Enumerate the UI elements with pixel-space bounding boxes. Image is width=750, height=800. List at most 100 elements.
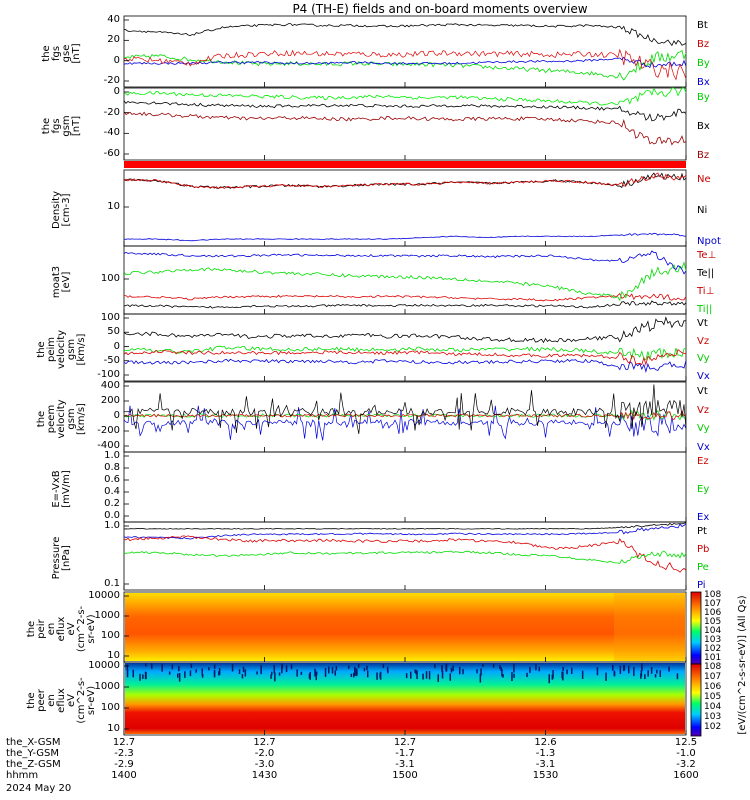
spectro-speck [623, 665, 625, 672]
legend-entry: Bt [697, 20, 708, 31]
series-ni [123, 172, 687, 189]
spectro-speck [335, 666, 338, 671]
spectro-speck [242, 666, 245, 673]
spectro-speck [628, 665, 630, 674]
ytick-label: 10 [107, 201, 120, 212]
panel-frame-6 [123, 451, 687, 523]
spectro-speck [218, 667, 221, 676]
spectro-speck [647, 670, 649, 677]
legend-entry: Vt [697, 318, 708, 329]
spectro-speck [285, 665, 288, 673]
spectro-speck [668, 666, 670, 672]
spectro-speck [218, 671, 220, 676]
spectro-speck [178, 673, 181, 682]
spectro-speck [551, 674, 554, 680]
spectro-speck [441, 665, 443, 671]
spectro-speck [499, 665, 501, 669]
spectro-speck [145, 672, 147, 680]
ylabel-panel-4: the peim velocity gsm [km/s] [36, 316, 87, 383]
spectro-speck [348, 665, 350, 669]
xaxis-value: -2.0 [254, 748, 275, 759]
spectro-speck [382, 664, 385, 669]
ytick-label: 1000 [94, 610, 120, 621]
colorbar-tick: 101 [704, 653, 722, 663]
spectro-speck [482, 663, 484, 667]
spectro-speck [244, 669, 247, 677]
spectro-speck [513, 663, 515, 673]
spectro-speck [386, 666, 389, 672]
spectro-speck [416, 670, 418, 680]
ytick-label: 100 [100, 273, 120, 284]
spectro-speck [434, 664, 436, 669]
ytick-label: -200 [97, 425, 120, 436]
ylabel-line: [cm-3] [61, 193, 72, 227]
spectro-speck [363, 667, 366, 672]
legend-entry: Ne [697, 174, 711, 185]
spectro-speck [612, 664, 614, 671]
ylabel-line: [nT] [71, 43, 82, 64]
ytick-label: 1.0 [104, 520, 120, 531]
series-pt [123, 522, 687, 530]
spectro-speck [273, 665, 275, 674]
legend-entry: Pe [697, 562, 709, 573]
spectro-speck [315, 671, 317, 681]
spectro-speck [492, 663, 495, 668]
spectro-speck [561, 671, 563, 679]
ytick-label: 1000 [94, 681, 120, 692]
spectro-speck [132, 669, 134, 678]
series-by-gsm [123, 87, 687, 106]
ytick-label: 10 [107, 650, 120, 661]
series-ti-perp [123, 292, 687, 302]
series-pi [123, 523, 687, 540]
spectro-speck [462, 668, 464, 675]
legend-entry: Ey [697, 484, 710, 495]
colorbar-tick: 103 [704, 635, 722, 645]
xaxis-value: -1.7 [395, 748, 415, 759]
spectro-speck [151, 663, 153, 669]
legend-entry: Npot [697, 236, 721, 247]
xaxis-row-label: the_Z-GSM [6, 759, 61, 770]
legend-entry: Vt [697, 386, 708, 397]
series-bz-gsm [123, 111, 687, 146]
spectro-speck [195, 669, 197, 673]
spectro-speck [171, 664, 174, 670]
spectro-speck [308, 673, 311, 679]
ytick-label: 0.1 [104, 578, 120, 589]
ylabel-panel-2: Density [cm-3] [51, 172, 72, 248]
ylabel-panel-6: E=-VxB [mV/m] [51, 454, 72, 524]
spectro-speck [379, 672, 381, 679]
spectro-speck [535, 663, 537, 671]
spectro-speck [314, 668, 316, 677]
xaxis-value: -3.1 [395, 759, 415, 770]
ytick-label: 0.2 [104, 498, 120, 509]
ylabel-panel-5: the peem velocity gsm [km/s] [36, 384, 87, 454]
spectro-speck [640, 670, 643, 677]
panel-frame-7 [123, 521, 687, 591]
ytick-label: -40 [103, 127, 120, 139]
page-title: P4 (TH-E) fields and on-board moments ov… [292, 2, 588, 16]
spectro-speck [500, 667, 502, 671]
legend-entry: Te⊥ [697, 250, 717, 261]
spectro-speck [479, 673, 482, 683]
colorbar-tick: 108 [704, 590, 722, 600]
spectro-speck [501, 669, 503, 677]
spectro-speck [437, 674, 439, 682]
ytick-label: 50 [107, 326, 120, 338]
spectro-speck [367, 670, 369, 678]
series-vt [123, 316, 687, 344]
spectro-speck [445, 665, 447, 671]
series-vy [123, 345, 687, 361]
spectro-speck [676, 673, 679, 680]
spectro-speck [414, 669, 416, 673]
ytick-label: 0.8 [104, 462, 120, 473]
spectro-speck [334, 670, 336, 676]
spectro-speck [659, 670, 661, 677]
spectro-speck [548, 674, 550, 684]
peir-spectrogram [125, 593, 685, 661]
xaxis-value: -2.9 [114, 759, 134, 770]
peer-spectrogram [125, 663, 685, 734]
colorbar-tick: 108 [704, 662, 722, 672]
spectro-speck [452, 665, 454, 672]
spectro-speck [357, 664, 360, 668]
xaxis-row-label: hhmm [6, 770, 39, 781]
